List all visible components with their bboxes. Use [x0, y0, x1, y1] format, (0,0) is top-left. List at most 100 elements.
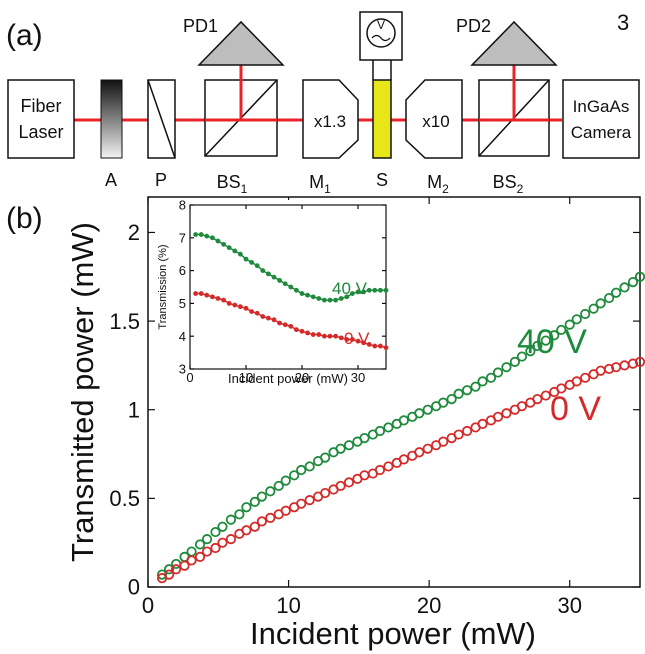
data-point: [438, 397, 449, 408]
data-point: [549, 330, 560, 341]
y-tick-label: 5: [179, 296, 186, 311]
camera-label-2: Camera: [571, 123, 632, 142]
data-point: [344, 294, 350, 300]
data-point: [265, 512, 276, 523]
data-point: [422, 404, 433, 415]
m1-label: M1: [309, 172, 331, 196]
data-point: [210, 235, 215, 241]
data-point: [556, 324, 567, 336]
data-point: [282, 322, 288, 328]
main-y-axis-label: Transmitted power (mW): [65, 222, 100, 562]
data-point: [277, 320, 282, 326]
data-point: [225, 534, 237, 545]
data-point: [634, 356, 645, 367]
data-point: [580, 372, 591, 383]
inset-ticks: 0 10 20 30 3 4 5 6 7 8: [179, 198, 386, 385]
data-point: [249, 309, 255, 314]
pd1-label: PD1: [183, 16, 218, 36]
data-point: [338, 335, 344, 341]
data-point: [304, 461, 315, 472]
data-point: [294, 327, 299, 333]
sample: [372, 79, 392, 159]
inset-annotation-40v: 40 V: [332, 279, 368, 298]
data-point: [282, 281, 288, 287]
data-point: [344, 337, 350, 342]
page-number: 3: [617, 10, 629, 35]
panel-b-label: (b): [6, 202, 43, 235]
data-point: [333, 333, 338, 339]
data-point: [210, 294, 215, 300]
m2-magnification: x10: [422, 112, 449, 131]
data-point: [461, 385, 473, 396]
data-point: [383, 461, 394, 472]
objective-m2: [405, 79, 463, 159]
data-point: [271, 274, 277, 280]
data-point: [316, 332, 322, 337]
voltmeter-label: V: [377, 18, 385, 32]
data-point: [525, 346, 536, 357]
data-point: [289, 470, 300, 481]
panel-a-label: (a): [6, 19, 43, 52]
data-point: [210, 542, 221, 554]
data-point: [265, 486, 276, 497]
data-point: [359, 432, 370, 444]
data-point: [446, 393, 457, 405]
data-point: [256, 516, 267, 527]
data-point: [163, 564, 175, 575]
x-tick-label: 20: [417, 593, 441, 618]
data-point: [198, 291, 204, 296]
data-point: [378, 343, 383, 349]
data-point: [277, 278, 282, 283]
data-point: [294, 287, 299, 293]
sample-label: S: [376, 170, 388, 190]
data-point: [249, 260, 255, 265]
data-point: [280, 475, 291, 486]
data-point: [266, 271, 271, 277]
data-point: [366, 342, 372, 347]
data-point: [492, 367, 504, 378]
y-tick-label: 0: [128, 575, 140, 600]
data-point: [501, 408, 512, 419]
pd2-label: PD2: [456, 16, 491, 36]
annotation-40v: 40 V: [517, 323, 587, 361]
data-point: [280, 505, 291, 516]
data-point: [338, 296, 344, 301]
y-tick-label: 2: [128, 220, 140, 245]
x-tick-label: 10: [276, 593, 300, 618]
data-point: [571, 376, 582, 387]
y-tick-label: 4: [179, 329, 186, 344]
data-point: [310, 294, 316, 300]
data-point: [355, 338, 361, 344]
inset-series: [193, 232, 389, 351]
data-point: [501, 362, 512, 373]
data-point: [485, 372, 497, 383]
data-point: [366, 287, 372, 293]
data-point: [477, 418, 488, 430]
attenuator: [100, 79, 123, 159]
data-point: [305, 330, 310, 336]
m1-label-sub: 1: [324, 182, 331, 196]
inset-annotation-0v: 0 V: [344, 329, 370, 348]
camera-label-1: InGaAs: [573, 97, 630, 116]
data-point: [288, 323, 294, 329]
data-point: [619, 282, 630, 293]
data-point: [603, 292, 615, 304]
data-point: [374, 464, 386, 476]
data-point: [241, 525, 252, 536]
data-point: [335, 480, 346, 492]
polarizer-label: P: [155, 170, 167, 190]
photodiode-2: [470, 20, 558, 66]
data-point: [260, 314, 266, 319]
data-point: [299, 328, 305, 334]
data-point: [398, 454, 409, 465]
data-point: [634, 271, 645, 282]
data-point: [383, 345, 389, 351]
data-point: [322, 297, 327, 303]
data-point: [204, 233, 210, 239]
data-point: [372, 287, 378, 293]
data-point: [361, 289, 366, 295]
data-point: [461, 425, 473, 437]
data-point: [372, 343, 378, 349]
fiber-laser-label-2: Laser: [18, 122, 63, 142]
